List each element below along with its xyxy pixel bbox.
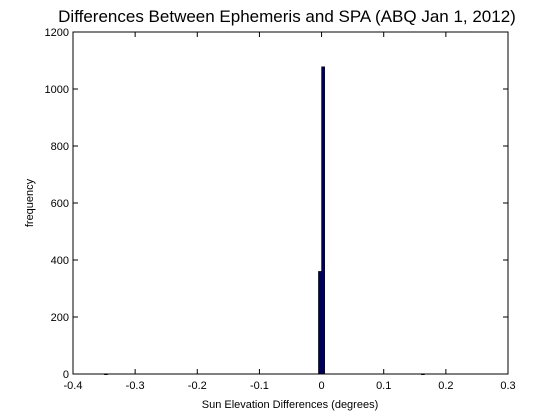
histogram-bars: [104, 66, 425, 375]
y-tick-label: 1200: [45, 27, 69, 39]
x-tick-label: -0.3: [126, 380, 145, 392]
y-tick-label: 600: [51, 198, 69, 210]
x-tick-label: 0.1: [376, 380, 391, 392]
y-axis-label: frequency: [24, 178, 36, 227]
x-tick-label: 0.3: [500, 380, 515, 392]
x-axis-ticks: -0.4 -0.3 -0.2 -0.1 0 0.1 0.2 0.3: [64, 32, 516, 392]
chart-title: Differences Between Ephemeris and SPA (A…: [58, 7, 516, 26]
x-tick-label: 0.2: [438, 380, 453, 392]
y-tick-label: 0: [63, 369, 69, 381]
plot-frame: [72, 31, 509, 375]
y-tick-label: 200: [51, 312, 69, 324]
y-axis-ticks: 0 200 400 600 800 1000 1200: [45, 27, 508, 381]
y-tick-label: 1000: [45, 84, 69, 96]
x-axis-label: Sun Elevation Differences (degrees): [202, 399, 379, 411]
histogram-bar: [318, 271, 322, 375]
y-tick-label: 800: [51, 141, 69, 153]
histogram-bar: [321, 66, 325, 375]
x-tick-label: -0.1: [250, 380, 269, 392]
x-tick-label: 0: [319, 380, 325, 392]
x-tick-label: -0.4: [64, 380, 83, 392]
x-tick-label: -0.2: [188, 380, 207, 392]
y-tick-label: 400: [51, 255, 69, 267]
